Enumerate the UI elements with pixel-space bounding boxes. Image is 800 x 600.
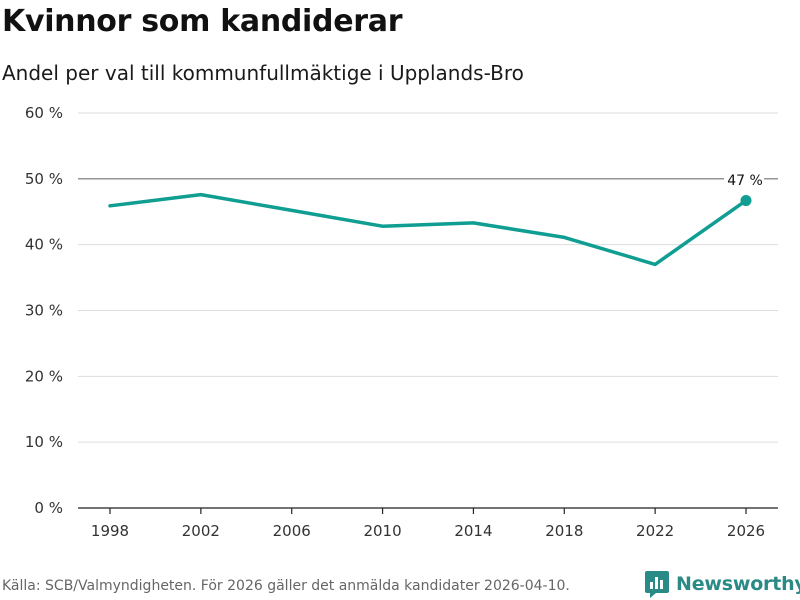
data-point-2026	[740, 195, 752, 207]
x-tick-label-2018: 2018	[545, 522, 583, 540]
gridlines	[78, 112, 778, 443]
x-tick-label-2014: 2014	[454, 522, 492, 540]
brand-name: Newsworthy	[676, 573, 800, 595]
x-axis: 1998 2002 2006 2010 2014 2018 2022 2026	[91, 508, 765, 540]
data-points	[740, 195, 752, 207]
x-tick-label-1998: 1998	[91, 522, 129, 540]
data-label-2026: 47 %	[727, 173, 763, 189]
y-axis-tick-labels: 0 % 10 % 20 % 30 % 40 % 50 % 60 %	[25, 104, 63, 517]
y-tick-label-40: 40 %	[25, 236, 63, 254]
y-tick-label-10: 10 %	[25, 433, 63, 451]
x-tick-label-2026: 2026	[727, 522, 765, 540]
x-tick-label-2002: 2002	[182, 522, 220, 540]
y-tick-label-50: 50 %	[25, 170, 63, 188]
y-tick-label-0: 0 %	[34, 499, 63, 517]
data-label-background	[724, 169, 764, 188]
brand-logo: Newsworthy	[644, 569, 800, 599]
chart-subtitle: Andel per val till kommunfullmäktige i U…	[2, 61, 524, 85]
source-note: Källa: SCB/Valmyndigheten. För 2026 gäll…	[2, 578, 570, 594]
x-tick-label-2006: 2006	[273, 522, 311, 540]
newsworthy-logo-icon	[645, 571, 669, 598]
y-tick-label-30: 30 %	[25, 302, 63, 320]
x-tick-label-2010: 2010	[363, 522, 401, 540]
data-labels: 47 %	[724, 169, 764, 189]
y-tick-label-60: 60 %	[25, 104, 63, 122]
series-line	[108, 192, 748, 267]
chart-title: Kvinnor som kandiderar	[2, 4, 403, 39]
x-tick-label-2022: 2022	[636, 522, 674, 540]
y-tick-label-20: 20 %	[25, 367, 63, 385]
